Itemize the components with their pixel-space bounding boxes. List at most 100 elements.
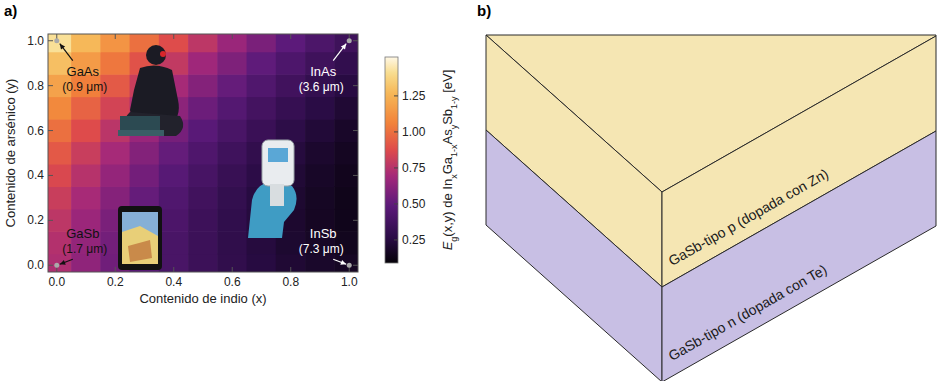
x-tick-top: [115, 34, 116, 39]
heat-cell: [188, 254, 218, 272]
compound-arrow-head: [340, 260, 346, 265]
heat-cell: [48, 119, 72, 142]
compound-wavelength: (1.7 μm): [62, 242, 107, 256]
heat-cell: [334, 97, 358, 120]
heat-cell: [100, 52, 130, 75]
panel-label: b): [477, 2, 491, 19]
compound-arrow: [60, 44, 73, 61]
colorbar-label-part: As: [440, 129, 455, 145]
heat-cell: [48, 34, 72, 52]
compound-point: [54, 38, 59, 43]
heat-cell: [188, 74, 218, 97]
heat-cell: [188, 209, 218, 232]
compound-point: [54, 263, 59, 268]
heat-cell: [217, 97, 247, 120]
x-tick-label: 0.4: [165, 275, 182, 289]
compound-arrow-head: [60, 44, 65, 50]
heat-cell: [48, 141, 72, 164]
heat-cell: [276, 52, 306, 75]
heat-cell: [159, 209, 189, 232]
y-tick-right: [353, 265, 358, 266]
heat-cell: [71, 186, 101, 209]
x-tick-top: [173, 34, 174, 39]
x-tick-label: 0.6: [224, 275, 241, 289]
heat-cell: [276, 254, 306, 272]
colorbar-label-part: Sb: [440, 109, 455, 125]
heat-cell: [100, 186, 130, 209]
heat-cell: [305, 141, 335, 164]
x-tick-top: [232, 34, 233, 39]
heat-cell: [305, 164, 335, 187]
heat-cell: [188, 52, 218, 75]
icon-thermometer-grip: [270, 184, 284, 206]
compound-label: GaSb: [66, 226, 99, 241]
compound-label: InAs: [310, 64, 337, 79]
y-tick-label: 0.8: [27, 79, 44, 93]
heat-cell: [100, 141, 130, 164]
x-tick-label: 0.8: [282, 275, 299, 289]
heat-cell: [276, 97, 306, 120]
icon-phone-hot: [128, 240, 152, 262]
panel-label: a): [4, 2, 17, 19]
colorbar-tick: [394, 203, 398, 204]
icon-laptop: [120, 116, 160, 130]
illustrations: [118, 45, 297, 270]
y-tick-label: 0.4: [27, 168, 44, 182]
layer-side-face: [486, 130, 662, 381]
heat-cell: [71, 119, 101, 142]
icon-person-head: [146, 45, 166, 65]
y-tick-right: [353, 130, 358, 131]
heat-cell: [48, 186, 72, 209]
colorbar-label-part: E: [440, 241, 455, 250]
y-tick: [48, 220, 53, 221]
colorbar-tick: [394, 95, 398, 96]
y-tick: [48, 130, 53, 131]
heat-cell: [48, 97, 72, 120]
x-tick: [290, 267, 291, 272]
y-tick-right: [353, 85, 358, 86]
heat-cell: [71, 141, 101, 164]
heat-cell: [217, 209, 247, 232]
heat-cell: [247, 34, 277, 52]
colorbar-label: Eg(x,y) de InxGa1-xAsySb1-y [eV]: [440, 70, 459, 251]
compound-wavelength: (3.6 μm): [299, 80, 344, 94]
compound-point: [347, 263, 352, 268]
heat-cell: [247, 52, 277, 75]
colorbar-tick-label: 1.25: [402, 89, 426, 103]
layer-label: GaSb-tipo n (dopada con Te): [666, 261, 830, 364]
heat-cell: [305, 186, 335, 209]
heat-cell: [48, 164, 72, 187]
heat-cell: [188, 119, 218, 142]
colorbar-label-part: Ga: [440, 156, 455, 174]
colorbar-tick-label: 0.50: [402, 197, 426, 211]
x-tick: [232, 267, 233, 272]
heat-cell: [217, 119, 247, 142]
heat-cell: [305, 34, 335, 52]
heat-cell: [71, 254, 101, 272]
compound-arrow: [333, 44, 346, 61]
x-tick-label: 1.0: [341, 275, 358, 289]
compound-point: [347, 38, 352, 43]
heat-cell: [188, 97, 218, 120]
icon-glove: [248, 182, 297, 238]
heat-cell: [217, 186, 247, 209]
heat-cell: [188, 231, 218, 254]
compound-arrow-head: [60, 260, 66, 265]
colorbar: [385, 57, 398, 263]
heat-cell: [100, 164, 130, 187]
compound-arrow-head: [341, 44, 346, 50]
colorbar-tick-label: 1.00: [402, 125, 426, 139]
icon-person-light: [160, 51, 166, 57]
colorbar-tick-label: 0.25: [402, 233, 426, 247]
heat-cell: [130, 186, 160, 209]
y-tick: [48, 175, 53, 176]
heat-cell: [159, 164, 189, 187]
y-tick-right: [353, 175, 358, 176]
heat-cell: [247, 254, 277, 272]
heat-cell: [334, 164, 358, 187]
heat-cell: [71, 97, 101, 120]
plot-frame: [48, 34, 358, 272]
heat-cell: [305, 97, 335, 120]
heat-cell: [217, 34, 247, 52]
colorbar-label-part: (x,y) de In: [440, 179, 455, 237]
